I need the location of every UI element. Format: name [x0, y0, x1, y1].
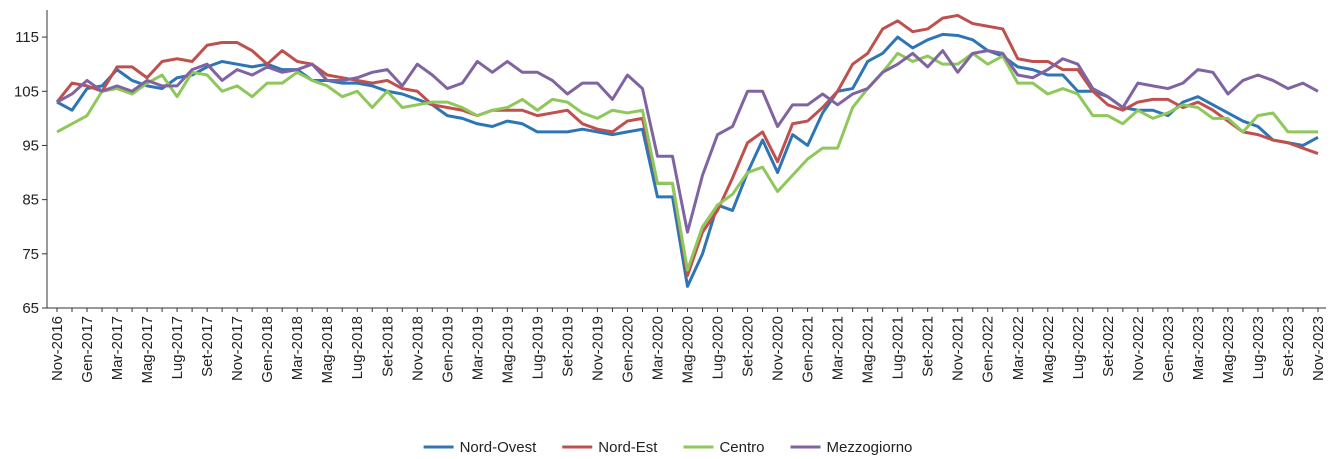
- y-tick-label: 95: [22, 137, 39, 154]
- series-line: [56, 49, 1319, 234]
- y-tick-label: 65: [22, 300, 39, 317]
- x-tick-label: Lug-2021: [890, 316, 907, 379]
- y-tick-label: 105: [14, 83, 39, 100]
- x-tick-label: Mar-2017: [109, 316, 126, 380]
- y-tick-label: 75: [22, 246, 39, 263]
- x-tick-label: Gen-2020: [619, 316, 636, 383]
- x-tick-label: Mar-2018: [289, 316, 306, 380]
- x-tick-label: Mar-2020: [649, 316, 666, 380]
- x-tick-label: Mag-2023: [1220, 316, 1237, 384]
- x-tick-label: Nov-2021: [950, 316, 967, 381]
- x-tick-label: Lug-2018: [349, 316, 366, 379]
- x-tick-label: Gen-2018: [259, 316, 276, 383]
- x-tick-label: Lug-2019: [529, 316, 546, 379]
- x-tick-label: Lug-2017: [169, 316, 186, 379]
- x-tick-label: Mag-2022: [1040, 316, 1057, 384]
- y-tick-label: 115: [15, 29, 39, 46]
- x-tick-label: Set-2019: [559, 316, 576, 377]
- x-tick-label: Mag-2020: [680, 316, 697, 384]
- x-tick-label: Nov-2017: [229, 316, 246, 381]
- y-tick-label: 85: [22, 192, 39, 209]
- x-tick-label: Lug-2022: [1070, 316, 1087, 379]
- x-tick-label: Set-2017: [199, 316, 216, 377]
- x-tick-label: Set-2018: [379, 316, 396, 377]
- x-tick-label: Mag-2018: [319, 316, 336, 384]
- x-tick-label: Mar-2019: [469, 316, 486, 380]
- x-tick-label: Nov-2019: [589, 316, 606, 381]
- x-tick-label: Mar-2022: [1010, 316, 1027, 380]
- x-tick-label: Lug-2023: [1250, 316, 1267, 379]
- x-tick-label: Mag-2019: [499, 316, 516, 384]
- x-tick-label: Nov-2022: [1130, 316, 1147, 381]
- x-tick-label: Nov-2016: [49, 316, 66, 381]
- x-tick-label: Set-2021: [920, 316, 937, 377]
- series-line: [55, 13, 1319, 277]
- legend-label: Nord-Est: [598, 439, 658, 456]
- x-tick-label: Gen-2023: [1160, 316, 1177, 383]
- legend-label: Nord-Ovest: [460, 439, 538, 456]
- x-tick-label: Set-2022: [1100, 316, 1117, 377]
- x-tick-label: Nov-2020: [770, 316, 787, 381]
- series-line: [56, 51, 1318, 272]
- x-tick-label: Lug-2020: [710, 316, 727, 379]
- x-tick-label: Set-2023: [1280, 316, 1297, 377]
- x-tick-label: Mar-2023: [1190, 316, 1207, 380]
- x-tick-label: Gen-2019: [439, 316, 456, 383]
- legend-label: Centro: [719, 439, 764, 456]
- x-tick-label: Set-2020: [740, 316, 757, 377]
- x-tick-label: Mar-2021: [830, 316, 847, 380]
- legend: Nord-Ovest Nord-Est Centro Mezzogiorno: [423, 439, 913, 456]
- x-tick-label: Gen-2017: [79, 316, 96, 383]
- legend-label: Mezzogiorno: [827, 439, 913, 456]
- x-tick-label: Gen-2022: [980, 316, 997, 383]
- x-tick-label: Nov-2018: [409, 316, 426, 381]
- x-tick-label: Mag-2021: [860, 316, 877, 384]
- x-tick-label: Gen-2021: [800, 316, 817, 383]
- x-tick-label: Nov-2023: [1310, 316, 1327, 381]
- x-tick-label: Mag-2017: [139, 316, 156, 384]
